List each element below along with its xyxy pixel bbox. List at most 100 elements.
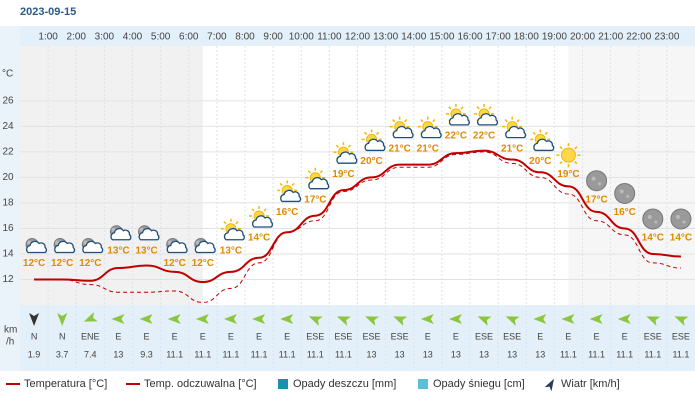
moon-crater: [626, 194, 630, 198]
cloud: [194, 240, 216, 254]
sun-ray: [460, 106, 464, 110]
hour-label: 4:00: [123, 32, 143, 43]
wind-direction: ESE: [503, 331, 521, 341]
wind-speed: 11.1: [194, 349, 211, 359]
temp-label: 12°C: [51, 258, 73, 269]
temp-label: 22°C: [445, 131, 467, 142]
wind-direction: ESE: [391, 331, 409, 341]
weather-icon: [166, 237, 188, 254]
moon-crater: [682, 220, 686, 224]
wind-direction: E: [453, 331, 459, 341]
legend-swatch: [418, 379, 428, 389]
wind-speed: 11.1: [644, 349, 661, 359]
wind-speed: 11.1: [335, 349, 352, 359]
moon: [586, 170, 608, 192]
sun-ray: [559, 146, 563, 150]
cloud: [420, 125, 442, 139]
wind-direction: E: [622, 331, 628, 341]
cloud: [364, 138, 386, 152]
wind-speed: 13: [113, 349, 123, 359]
hour-label: 12:00: [345, 32, 370, 43]
moon: [642, 208, 664, 230]
wind-arrow: [505, 316, 520, 326]
y-tick-label: 22: [2, 147, 14, 158]
wind-direction: N: [59, 331, 66, 341]
hour-label: 16:00: [457, 32, 482, 43]
temp-label: 12°C: [164, 258, 186, 269]
sun: [560, 147, 576, 163]
y-unit: °C: [2, 69, 13, 80]
temp-label: 22°C: [473, 131, 495, 142]
weather-icon: [502, 116, 527, 139]
weather-icon: [138, 225, 160, 241]
weather-icon: [25, 237, 47, 254]
weather-icon: [474, 103, 498, 126]
wind-unit: /h: [6, 337, 14, 348]
wind-arrow: [167, 314, 181, 324]
temp-label: 21°C: [501, 143, 523, 154]
sun-ray: [251, 208, 255, 212]
y-tick-label: 14: [2, 249, 14, 260]
temp-label: 21°C: [389, 143, 411, 154]
cloud: [505, 125, 527, 139]
wind-speed: 13: [507, 349, 517, 359]
temp-label: 16°C: [276, 207, 298, 218]
weather-icon: [81, 237, 104, 254]
wind-direction: E: [284, 331, 290, 341]
cloud: [110, 227, 132, 241]
temp-label: 12°C: [79, 258, 101, 269]
legend-label: Opady deszczu [mm]: [293, 378, 396, 390]
wind-direction: ESE: [672, 331, 690, 341]
weather-icon: [586, 170, 608, 192]
hour-label: 20:00: [570, 32, 595, 43]
cloud: [82, 240, 104, 254]
wind-speed: 13: [479, 349, 489, 359]
hour-label: 18:00: [514, 32, 539, 43]
temp-label: 16°C: [614, 207, 636, 218]
wind-speed: 11.1: [166, 349, 183, 359]
weather-icon: [333, 142, 358, 164]
cloud: [54, 240, 76, 254]
wind-arrow: [674, 316, 689, 326]
wind-arrow: [252, 314, 266, 324]
legend-label: Temperatura [°C]: [24, 378, 107, 390]
moon-crater: [647, 214, 652, 219]
sun-ray: [392, 119, 396, 123]
temp-label: 14°C: [642, 233, 664, 244]
weather-icon: [361, 129, 386, 152]
wind-arrow: [646, 316, 661, 326]
weather-icon: [417, 116, 442, 139]
wind-speed: 3.7: [56, 349, 69, 359]
sun-ray: [488, 106, 492, 110]
moon-crater: [598, 182, 602, 186]
wind-direction: E: [594, 331, 600, 341]
wind-direction: ESE: [334, 331, 352, 341]
moon: [614, 182, 636, 204]
hour-label: 21:00: [598, 32, 623, 43]
sun-ray: [420, 119, 424, 123]
wind-direction: E: [172, 331, 178, 341]
hour-label: 22:00: [626, 32, 651, 43]
wind-arrow: [393, 316, 408, 326]
weather-icon: [277, 180, 302, 203]
hour-label: 14:00: [401, 32, 426, 43]
temp-label: 14°C: [670, 233, 692, 244]
temp-label: 13°C: [135, 245, 157, 256]
temp-label: 17°C: [304, 194, 326, 205]
wind-arrow: [139, 314, 153, 324]
series-line: [34, 151, 681, 303]
cloud: [26, 240, 47, 254]
hour-label: 5:00: [151, 32, 171, 43]
wind-speed: 13: [535, 349, 545, 359]
weather-icon: [530, 129, 555, 152]
weather-icon: [389, 116, 414, 139]
hour-band: [20, 26, 695, 46]
sun-ray: [516, 119, 520, 123]
wind-arrow: [57, 313, 68, 326]
wind-arrow: [477, 316, 492, 326]
sun-ray: [291, 182, 295, 187]
y-tick-label: 18: [2, 198, 14, 209]
moon-crater: [591, 176, 596, 181]
wind-arrow: [83, 312, 98, 322]
moon-crater: [619, 189, 624, 194]
